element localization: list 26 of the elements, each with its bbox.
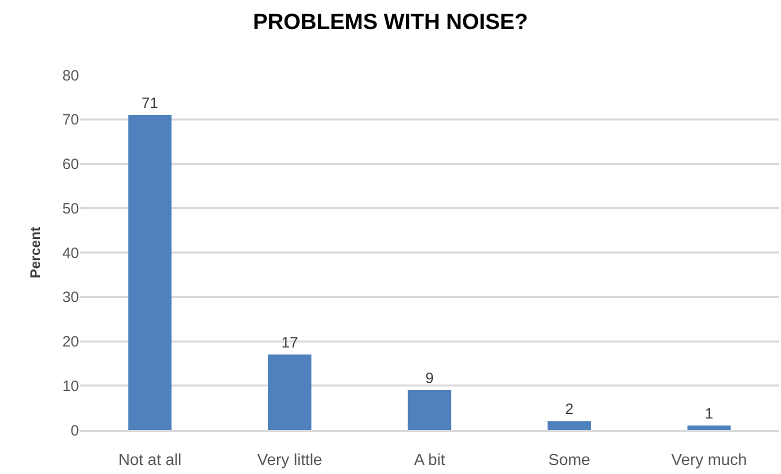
y-tick-label: 50 bbox=[62, 200, 79, 218]
x-tick-label: Very little bbox=[257, 452, 322, 469]
x-tick-label: Some bbox=[548, 452, 590, 469]
bar bbox=[687, 426, 731, 430]
x-tick-label: A bit bbox=[414, 452, 446, 469]
y-tick-label: 20 bbox=[62, 334, 79, 350]
data-label: 71 bbox=[142, 94, 158, 112]
bar bbox=[408, 390, 452, 430]
chart-title: PROBLEMS WITH NOISE? bbox=[253, 9, 528, 34]
y-tick-label: 40 bbox=[62, 244, 79, 262]
bar bbox=[268, 354, 312, 430]
y-tick-label: 70 bbox=[62, 112, 79, 129]
data-label: 9 bbox=[425, 370, 434, 388]
y-tick-label: 30 bbox=[62, 289, 79, 306]
x-tick-label: Very much bbox=[671, 452, 747, 469]
y-tick-label: 10 bbox=[62, 378, 79, 395]
data-label: 1 bbox=[704, 406, 714, 423]
y-tick-label: 0 bbox=[70, 422, 79, 440]
x-tick-label: Not at all bbox=[118, 452, 182, 469]
y-axis-title: Percent bbox=[26, 226, 43, 278]
bar bbox=[548, 421, 591, 430]
data-label: 2 bbox=[565, 401, 574, 418]
data-label: 17 bbox=[281, 334, 298, 352]
y-tick-label: 60 bbox=[62, 156, 79, 173]
bar bbox=[128, 114, 172, 430]
y-tick-label: 80 bbox=[62, 67, 79, 84]
